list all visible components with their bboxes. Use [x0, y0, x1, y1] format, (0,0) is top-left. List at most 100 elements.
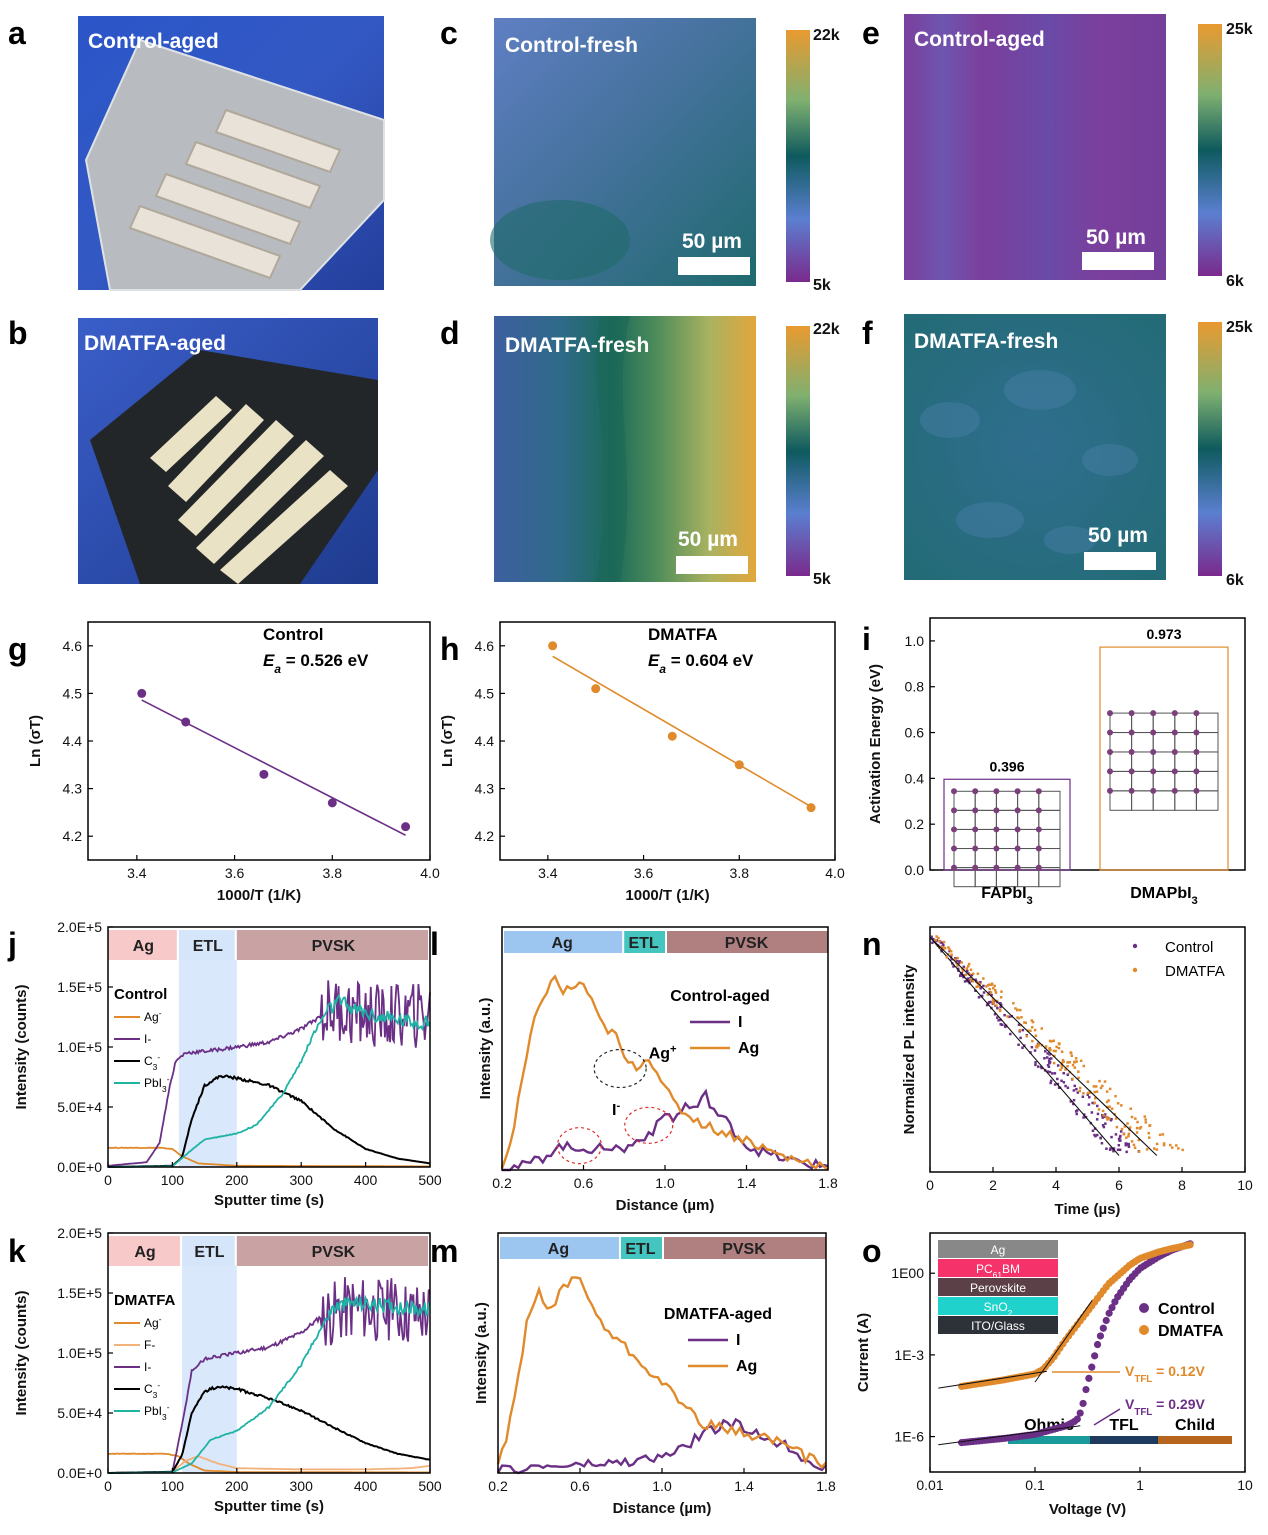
x-tick-label: 1.0 [655, 1175, 675, 1191]
lattice-atom [1107, 710, 1113, 717]
data-point [999, 1005, 1002, 1009]
data-point [1101, 1116, 1104, 1119]
data-point [999, 996, 1003, 999]
data-point [976, 972, 980, 976]
legend-title: DMATFA [114, 1292, 176, 1309]
data-point [995, 1016, 999, 1019]
data-point [1034, 1063, 1037, 1067]
data-point [1118, 1148, 1122, 1152]
lattice-atom [1035, 807, 1042, 814]
data-point [1009, 1032, 1012, 1036]
data-point [1051, 1072, 1054, 1075]
lattice-cell [995, 790, 1019, 811]
data-point [1031, 1020, 1035, 1024]
y-tick-label: 1.0 [905, 633, 925, 649]
y-tick-label: 4.3 [475, 781, 495, 797]
data-point [975, 985, 978, 989]
data-point [1037, 1042, 1041, 1046]
data-point [1076, 1409, 1084, 1417]
plot-frame [929, 926, 1246, 1173]
data-point [977, 996, 981, 999]
x-tick-label: 10 [1237, 1477, 1253, 1493]
vtfl-symbol: V [1125, 1396, 1135, 1412]
legend-marker [1132, 943, 1138, 949]
x-tick-label: 1.0 [652, 1478, 672, 1494]
scale-bar-label: 50 µm [678, 528, 738, 551]
lattice-atom [1128, 710, 1135, 717]
data-point [999, 1018, 1002, 1022]
data-point [931, 941, 934, 945]
data-point [1049, 1048, 1052, 1052]
y-tick-label: 5.0E+4 [57, 1099, 102, 1115]
lattice-atom [972, 807, 979, 814]
lattice-atom [1014, 826, 1021, 833]
lattice-atom [951, 826, 957, 833]
ea-symbol: E [648, 651, 660, 670]
colorbar-min: 5k [813, 571, 831, 588]
data-point [1044, 1045, 1048, 1048]
data-point [1019, 1036, 1022, 1040]
highlight-circle [624, 1106, 674, 1144]
colorbar-max: 22k [813, 321, 840, 338]
data-point [978, 982, 981, 986]
lattice-cell [1174, 751, 1197, 772]
data-point [1068, 1061, 1072, 1064]
lattice-cell [1195, 712, 1219, 734]
region-band [108, 1236, 181, 1266]
data-point [1023, 1021, 1026, 1024]
x-tick-label: 3.6 [634, 865, 654, 881]
data-point [1108, 1087, 1112, 1091]
data-point [1114, 1117, 1118, 1120]
vtfl-symbol: V [1125, 1363, 1135, 1379]
lattice-atom [1128, 768, 1135, 775]
lattice-atom [1107, 768, 1113, 775]
device-layer [938, 1297, 1058, 1315]
x-tick-label: 0.6 [574, 1175, 594, 1191]
data-point [949, 955, 953, 958]
region-label: Ag [548, 1241, 569, 1258]
data-point [999, 1023, 1002, 1026]
chart-n: 0 2 4 6 8 10 Time (µs) Normalized PL intensity C… [901, 926, 1253, 1218]
vtfl-subscript: TFL [1134, 1407, 1152, 1418]
data-point [1104, 1122, 1107, 1125]
data-point [1056, 1082, 1060, 1086]
data-point [937, 936, 940, 940]
lattice-cell [1109, 770, 1133, 792]
colorbar [1198, 24, 1222, 276]
panel-letter-l: l [430, 926, 439, 962]
data-point [1102, 1125, 1106, 1129]
map-label: DMATFA-fresh [505, 334, 649, 357]
series-line [496, 1417, 827, 1475]
data-point [1119, 1139, 1122, 1142]
data-point [1040, 1027, 1044, 1030]
data-point [1091, 1352, 1099, 1360]
lattice-atom [972, 788, 979, 795]
legend-entry: Ag- [144, 1314, 162, 1330]
data-point [1060, 1066, 1064, 1069]
lattice-atom [1150, 710, 1157, 717]
annotation-text: I [612, 1102, 616, 1119]
category-subscript: 3 [1027, 895, 1033, 907]
layer-name: ITO/Glass [971, 1319, 1025, 1333]
data-point [1019, 1008, 1022, 1012]
x-tick-label: 0.01 [916, 1477, 943, 1493]
ea-value: = 0.526 eV [281, 651, 369, 670]
legend-entry: I- [144, 1032, 151, 1046]
data-point [1095, 1090, 1099, 1093]
data-point [1052, 1039, 1055, 1043]
data-point [1073, 1084, 1076, 1088]
fit-line [1034, 1300, 1093, 1383]
colorbar [1198, 322, 1222, 576]
y-tick-label: 4.4 [63, 733, 83, 749]
data-point [948, 949, 951, 953]
lattice-atom [1171, 768, 1178, 775]
data-point [1099, 1136, 1102, 1140]
data-point [958, 960, 961, 963]
data-point [1076, 1091, 1080, 1094]
highlight-circle [593, 1048, 647, 1089]
data-point [1082, 1116, 1085, 1119]
data-point [971, 980, 975, 983]
data-point [994, 991, 998, 994]
series-line [500, 974, 829, 1171]
activation-energy-annotation: Ea = 0.526 eV [263, 651, 369, 676]
